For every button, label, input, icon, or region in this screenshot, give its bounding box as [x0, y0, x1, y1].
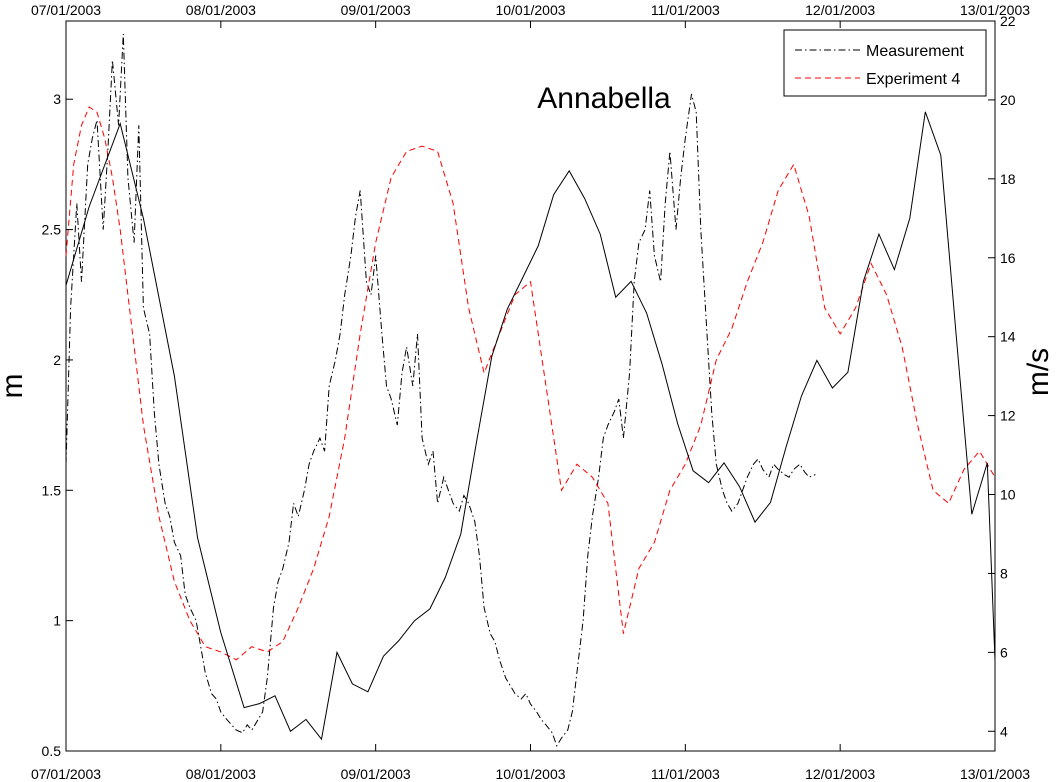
- right-y-tick-label: 22: [1000, 13, 1016, 29]
- right-y-tick-label: 6: [1000, 644, 1008, 660]
- right-y-tick-label: 20: [1000, 92, 1016, 108]
- x-tick-label-top: 09/01/2003: [341, 2, 411, 18]
- left-y-tick-label: 3: [53, 91, 61, 107]
- series-measurement: [65, 33, 816, 747]
- right-y-tick-label: 8: [1000, 565, 1008, 581]
- chart-title: Annabella: [537, 82, 671, 115]
- x-tick-label-top: 12/01/2003: [805, 2, 875, 18]
- left-y-tick-label: 2: [53, 352, 61, 368]
- x-tick-label-bottom: 08/01/2003: [186, 766, 256, 782]
- series-layer: [65, 33, 996, 747]
- right-y-tick-label: 4: [1000, 723, 1008, 739]
- legend-box: [783, 29, 987, 97]
- x-tick-label-bottom: 10/01/2003: [495, 766, 565, 782]
- x-tick-label-top: 08/01/2003: [186, 2, 256, 18]
- x-tick-label-bottom: 07/01/2003: [31, 766, 101, 782]
- axes: 07/01/2003 07/01/2003 08/01/2003 08/01/2003…: [31, 2, 1030, 782]
- right-y-tick-label: 14: [1000, 329, 1016, 345]
- left-y-tick-label: 1.5: [42, 482, 62, 498]
- right-y-tick-label: 10: [1000, 487, 1016, 503]
- right-y-tick-label: 16: [1000, 250, 1016, 266]
- left-y-tick-label: 0.5: [42, 743, 62, 759]
- legend: Measurement Experiment 4: [783, 29, 987, 97]
- series-2-line: [65, 111, 996, 741]
- legend-experiment-label: Experiment 4: [866, 71, 960, 88]
- x-tick-label-bottom: 09/01/2003: [341, 766, 411, 782]
- x-tick-label-bottom: 12/01/2003: [805, 766, 875, 782]
- series-experiment-4: [65, 106, 996, 661]
- x-tick-label-bottom: 11/01/2003: [651, 766, 720, 782]
- legend-measurement-label: Measurement: [866, 43, 964, 60]
- x-tick-label-bottom: 13/01/2003: [960, 766, 1030, 782]
- right-y-tick-label: 12: [1000, 408, 1016, 424]
- x-tick-label-top: 13/01/2003: [960, 2, 1030, 18]
- x-tick-label-top: 10/01/2003: [495, 2, 565, 18]
- left-y-tick-label: 1: [53, 613, 61, 629]
- right-axis-label: m/s: [1022, 348, 1055, 396]
- x-tick-label-top: 07/01/2003: [31, 2, 101, 18]
- right-y-tick-label: 18: [1000, 171, 1016, 187]
- plot-area: [65, 20, 996, 752]
- x-tick-label-top: 11/01/2003: [651, 2, 720, 18]
- left-axis-label: m: [0, 374, 29, 399]
- left-y-tick-label: 2.5: [42, 222, 62, 238]
